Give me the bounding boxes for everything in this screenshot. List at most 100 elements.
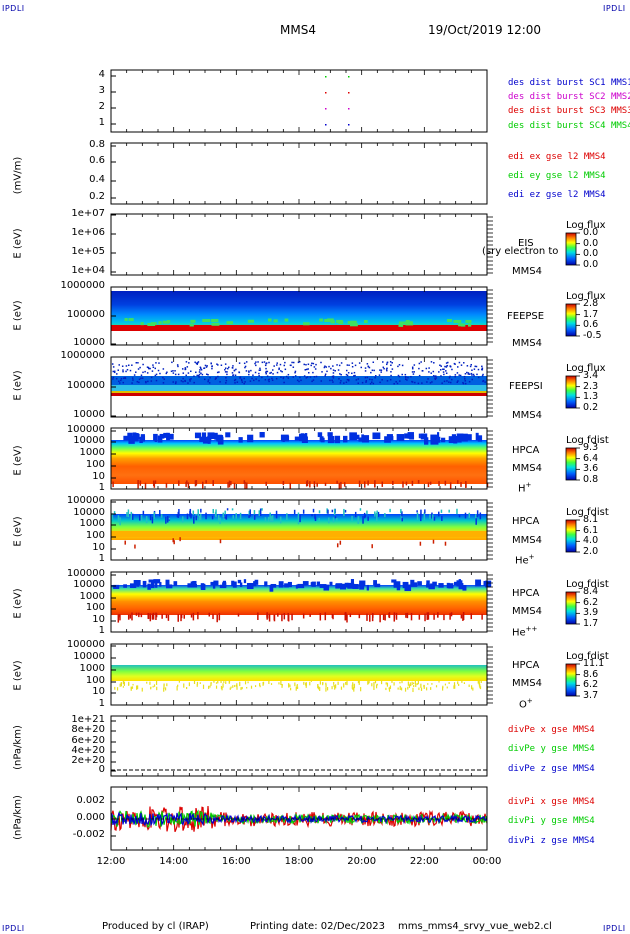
hpca-h-bottom-spike [139, 480, 142, 486]
hpca-h-bottom-spike [460, 482, 462, 487]
feepsi-speckle [199, 369, 201, 371]
feepsi-speckle [456, 372, 459, 374]
hpca-h-top-blob [123, 435, 131, 441]
hpca-h-top-blob [247, 434, 254, 443]
hpca-he-speckle [299, 514, 301, 523]
edi-ytick: 0.2 [89, 191, 105, 202]
feepsi-speckle [276, 362, 278, 364]
hpca-he2-top-blob [417, 581, 422, 586]
hpca-o-speckle [230, 686, 232, 689]
hpca-he-speckle [253, 514, 256, 520]
hpca-h-top-blob [349, 432, 357, 441]
hpca-he2-top-blob [438, 583, 444, 588]
feepsi-speckle [372, 382, 375, 385]
divpi-legend-item: divPi z gse MMS4 [508, 836, 595, 846]
hpca_he-cb-value: 8.1 [583, 514, 599, 525]
hpca-he-speckle [225, 514, 228, 520]
hpca-h-top-blob [163, 432, 169, 438]
hpca-he2-top-blob [374, 583, 381, 588]
feepsi-speckle [198, 376, 200, 378]
feepsi-speckle [391, 368, 394, 370]
hpca-h-top-blob [294, 436, 300, 441]
feepse-ytick: 10000 [73, 337, 105, 348]
hpca-o-speckle [325, 682, 327, 685]
feepsi-speckle [281, 370, 283, 373]
divpi-legend-item: divPi x gse MMS4 [508, 797, 595, 807]
hpca-he-speckle [197, 509, 199, 517]
feepsi-speckle [462, 381, 464, 384]
hpca-he-speckle [479, 512, 482, 520]
hpca-he-speckle [420, 509, 422, 515]
edi-ytick: 0.4 [89, 174, 105, 185]
hpca-he-speckle [476, 514, 479, 518]
hpca_he2-cb-value: 3.9 [583, 607, 599, 619]
hpca-h-bottom-spike [144, 482, 147, 489]
feepsi-speckle [190, 378, 192, 380]
hpca-he2-top-blob [232, 581, 237, 588]
hpca-he2-top-blob [430, 583, 435, 587]
feepsi-speckle [162, 382, 165, 384]
hpca-he2-bottom-spike [291, 613, 293, 621]
hpca-o-speckle [309, 681, 311, 686]
feepse-patch [190, 319, 196, 323]
hpca-he-speckle [130, 511, 133, 520]
feepse-cb-value: 2.8 [583, 298, 599, 309]
feepsi-speckle [401, 373, 403, 376]
footer-printing-date: Printing date: 02/Dec/2023 [250, 921, 386, 932]
feepsi-speckle [240, 378, 243, 381]
hpca-o-speckle [337, 681, 339, 685]
hpca-h-bottom-spike [244, 481, 246, 489]
feepsi-cyan-band [111, 385, 487, 391]
feepsi-speckle [469, 365, 472, 368]
hpca-h-bottom-spike [309, 481, 311, 488]
feepsi-speckle [136, 380, 139, 383]
hpca-o-speckle [453, 682, 456, 686]
burst-legend-item: des dist burst SC2 MMS2 [508, 92, 630, 102]
feepsi-speckle [149, 367, 151, 370]
x-axis-label: 20:00 [347, 856, 377, 867]
hpca-he-speckle [326, 508, 328, 514]
hpca-he2-bottom-spike [131, 612, 133, 621]
feepsi-speckle [386, 367, 388, 370]
hpca-he-speckle [318, 510, 321, 514]
hpca-o-speckle [176, 686, 178, 691]
hpca-h-bottom-spike [324, 482, 327, 486]
hpca-he-speckle [286, 513, 288, 521]
hpca-o-speckle [480, 680, 482, 683]
hpca-o-speckle [202, 684, 205, 689]
hpca-o-speckle [210, 682, 212, 686]
feepsi-speckle [427, 378, 429, 380]
hpca-he2-top-blob [316, 581, 321, 587]
hpca-o-speckle [254, 685, 257, 688]
feepsi-speckle [172, 381, 174, 383]
feepsi-speckle [411, 371, 414, 373]
feepsi-speckle [280, 376, 282, 378]
divpi-legend-item: divPi y gse MMS4 [508, 816, 595, 826]
feepsi-speckle [255, 378, 257, 380]
hpca-he-speckle [149, 514, 152, 521]
feepsi-speckle [203, 367, 205, 370]
hpca_he-cb-value: 2.0 [583, 546, 599, 557]
feepsi-speckle [220, 364, 223, 367]
feepse-patch [363, 320, 368, 324]
feepsi-ytick: 10000 [73, 409, 105, 420]
feepsi-speckle [482, 373, 484, 376]
hpca-o-speckle [333, 681, 335, 685]
divpe-ytick: 2e+20 [71, 755, 105, 766]
feepsi-speckle [150, 376, 153, 379]
feepsi-speckle [457, 366, 459, 368]
feepsi-speckle [380, 371, 382, 373]
feepsi-speckle [187, 382, 189, 384]
hpca-h-bottom-spike [405, 481, 408, 486]
hpca-he-speckle [312, 508, 315, 513]
hpca-he-speckle [475, 517, 477, 525]
feepsi-speckle [360, 366, 363, 369]
feepsi-speckle [429, 382, 432, 384]
hpca-he-red-spike [339, 540, 342, 545]
feepsi-speckle [398, 364, 401, 366]
hpca-he2-top-blob [448, 583, 454, 589]
hpca-h-top-blob [132, 432, 137, 438]
feepsi-speckle [330, 367, 332, 370]
feepsi-speckle [145, 380, 147, 383]
hpca-he2-top-blob [159, 582, 162, 587]
